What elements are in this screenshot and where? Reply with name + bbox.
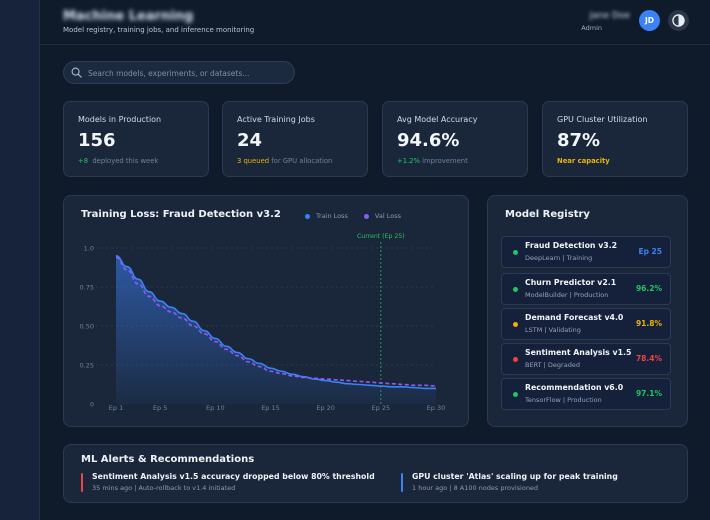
model-name: Recommendation v6.0 (525, 383, 624, 392)
sidebar (0, 0, 40, 520)
y-tick-label: 0.75 (80, 284, 94, 292)
kpi-label: Active Training Jobs (237, 115, 315, 124)
x-tick-label: Ep 20 (316, 404, 335, 412)
model-score: 91.8% (635, 319, 662, 328)
model-name: Sentiment Analysis v1.5 (525, 348, 632, 357)
model-meta: BERT | Degraded (525, 361, 580, 369)
status-dot (513, 357, 518, 362)
model-score: Ep 25 (638, 247, 662, 256)
alert-severity-bar (401, 473, 403, 492)
training-loss-panel: Training Loss: Fraud Detection v3.2 Trai… (63, 195, 469, 427)
model-name: Fraud Detection v3.2 (525, 241, 618, 250)
x-tick-label: Ep 1 (109, 404, 123, 412)
series-line-train-loss (115, 255, 436, 390)
status-dot (513, 250, 518, 255)
kpi-label: GPU Cluster Utilization (557, 115, 648, 124)
page-header: Machine Learning Model registry, trainin… (40, 0, 710, 45)
kpi-value: 24 (237, 130, 263, 151)
current-epoch-label: Current (Ep 25) (357, 233, 405, 240)
model-score: 97.1% (635, 389, 662, 398)
search-input[interactable] (86, 65, 290, 82)
y-tick-label: 0.50 (80, 323, 94, 331)
theme-toggle-button[interactable] (668, 10, 689, 31)
legend-label-train-loss: Train Loss (316, 212, 348, 220)
kpi-label: Avg Model Accuracy (397, 115, 478, 124)
alerts-title: ML Alerts & Recommendations (81, 454, 255, 465)
kpi-value: 94.6% (397, 130, 460, 151)
model-score: 96.2% (635, 284, 662, 293)
kpi-value: 156 (78, 130, 116, 151)
page-subtitle: Model registry, training jobs, and infer… (63, 26, 255, 34)
kpi-card-gpu-cluster-utilization: GPU Cluster Utilization 87% Near capacit… (542, 101, 688, 177)
page-title: Machine Learning (63, 9, 194, 24)
legend-swatch-train-loss (305, 213, 310, 219)
chart-title: Training Loss: Fraud Detection v3.2 (81, 209, 281, 220)
model-registry-panel: Model Registry Fraud Detection v3.2 Deep… (487, 195, 688, 427)
search-bar[interactable] (63, 61, 295, 84)
legend-swatch-val-loss (363, 213, 369, 219)
y-tick-label: 0.25 (80, 362, 94, 370)
main-content: Machine Learning Model registry, trainin… (40, 0, 710, 520)
status-dot (513, 322, 518, 327)
y-tick-label: 0 (90, 401, 94, 409)
kpi-note: improvement (422, 157, 468, 165)
series-line-val-loss (115, 256, 437, 387)
contrast-icon (672, 14, 685, 27)
alert-title: GPU cluster 'Atlas' scaling up for peak … (412, 472, 618, 481)
search-icon (71, 67, 82, 78)
kpi-value: 87% (557, 130, 601, 151)
chart-legend: Train Loss Val Loss (305, 212, 401, 220)
kpi-card-active-training-jobs: Active Training Jobs 24 3 queued for GPU… (222, 101, 368, 177)
alert-title: Sentiment Analysis v1.5 accuracy dropped… (92, 472, 375, 481)
legend-item-train-loss: Train Loss (305, 212, 348, 220)
x-tick-label: Ep 5 (153, 404, 167, 412)
registry-item-churn-predictor[interactable]: Churn Predictor v2.1 ModelBuilder | Prod… (501, 273, 671, 305)
kpi-delta: Near capacity (557, 157, 610, 165)
training-loss-chart: 0 0.25 0.50 0.75 1.0 Ep 1 Ep 5 Ep 10 Ep 15 Ep 20 E… (80, 233, 446, 412)
registry-item-demand-forecast[interactable]: Demand Forecast v4.0 LSTM | Validating 9… (501, 308, 671, 340)
status-dot (513, 392, 518, 397)
registry-item-sentiment-analysis[interactable]: Sentiment Analysis v1.5 BERT | Degraded … (501, 343, 671, 375)
status-dot (513, 287, 518, 292)
kpi-footnote: Near capacity (557, 157, 610, 165)
user-name: Jane Doe (589, 11, 630, 21)
kpi-card-models-in-production: Models in Production 156 +8 deployed thi… (63, 101, 209, 177)
x-tick-label: Ep 15 (261, 404, 280, 412)
model-meta: DeepLearn | Training (525, 254, 593, 262)
kpi-delta: +8 (78, 157, 89, 165)
alert-meta: 1 hour ago | 8 A100 nodes provisioned (412, 484, 539, 492)
model-meta: LSTM | Validating (525, 326, 581, 334)
registry-item-fraud-detection[interactable]: Fraud Detection v3.2 DeepLearn | Trainin… (501, 236, 671, 268)
series-area-train-loss (116, 255, 436, 404)
user-role: Admin (581, 24, 602, 32)
kpi-note: for GPU allocation (271, 157, 333, 165)
legend-label-val-loss: Val Loss (374, 212, 401, 220)
x-tick-label: Ep 30 (427, 404, 446, 412)
x-tick-label: Ep 10 (206, 404, 225, 412)
kpi-label: Models in Production (78, 115, 162, 124)
avatar[interactable]: JD (639, 10, 660, 31)
model-score: 78.4% (635, 354, 662, 363)
model-meta: ModelBuilder | Production (525, 291, 609, 299)
model-meta: TensorFlow | Production (525, 396, 602, 404)
kpi-footnote: +1.2% improvement (397, 157, 468, 165)
legend-item-val-loss: Val Loss (363, 212, 401, 220)
alert-meta: 35 mins ago | Auto-rollback to v1.4 init… (92, 484, 236, 492)
model-name: Churn Predictor v2.1 (525, 278, 617, 287)
model-name: Demand Forecast v4.0 (525, 313, 624, 322)
x-tick-label: Ep 25 (372, 404, 391, 412)
kpi-delta: 3 queued (237, 157, 270, 165)
kpi-card-avg-model-accuracy: Avg Model Accuracy 94.6% +1.2% improveme… (382, 101, 528, 177)
kpi-footnote: 3 queued for GPU allocation (237, 157, 332, 165)
ml-alerts-panel: ML Alerts & Recommendations Sentiment An… (63, 444, 688, 503)
kpi-note: deployed this week (92, 157, 159, 165)
kpi-footnote: +8 deployed this week (78, 157, 158, 165)
alert-severity-bar (81, 473, 83, 492)
y-tick-label: 1.0 (84, 245, 94, 253)
kpi-delta: +1.2% (397, 157, 420, 165)
registry-item-recommendation[interactable]: Recommendation v6.0 TensorFlow | Product… (501, 378, 671, 410)
registry-title: Model Registry (505, 209, 590, 220)
